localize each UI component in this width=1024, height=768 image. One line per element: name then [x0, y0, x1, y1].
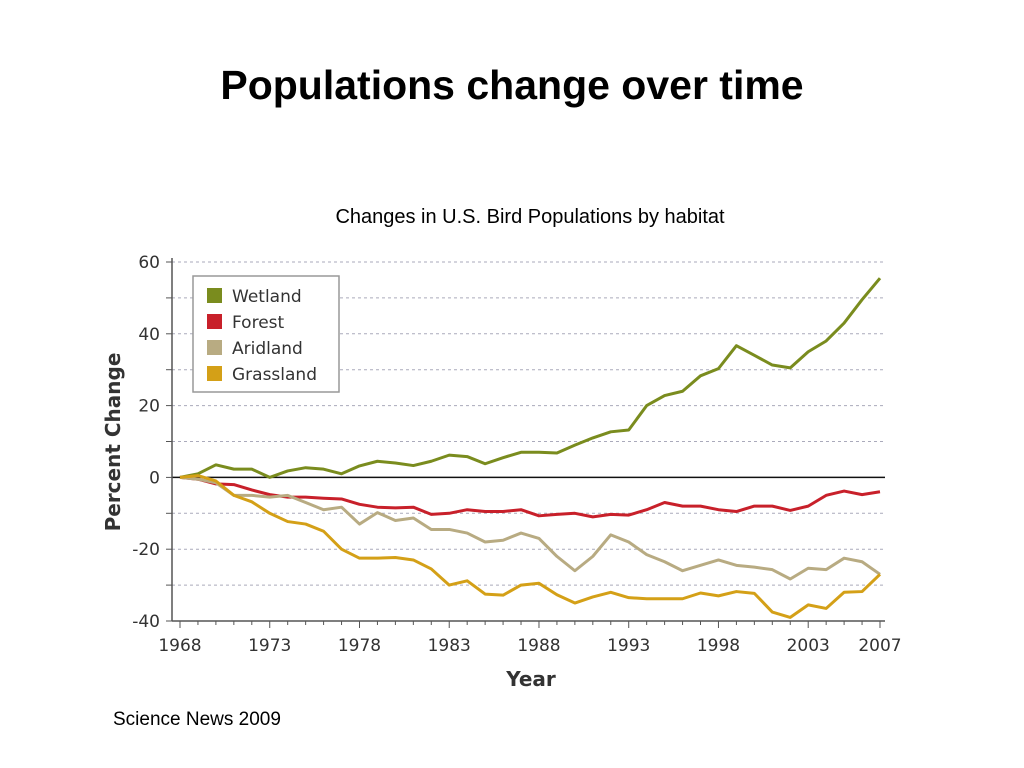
x-axis-label: Year [505, 667, 556, 691]
x-tick-label: 2003 [787, 636, 830, 656]
y-tick-label: 20 [138, 397, 160, 417]
series-line-wetland [179, 277, 882, 479]
y-tick-label: -20 [132, 540, 160, 560]
legend-swatch-aridland [207, 340, 222, 355]
legend-swatch-forest [207, 314, 222, 329]
y-tick-label: 40 [138, 325, 160, 345]
x-tick-label: 1983 [428, 636, 471, 656]
x-tick-label: 1998 [697, 636, 740, 656]
x-tick-label: 1993 [607, 636, 650, 656]
chart-subtitle: Changes in U.S. Bird Populations by habi… [335, 206, 725, 228]
series-line-forest [179, 475, 881, 519]
x-tick-label: 1973 [248, 636, 291, 656]
y-axis-label: Percent Change [101, 353, 125, 532]
x-tick-label: 1978 [338, 636, 381, 656]
y-tick-label: 0 [149, 468, 160, 488]
legend-label-grassland: Grassland [232, 365, 317, 385]
legend-label-aridland: Aridland [232, 339, 303, 359]
legend-label-forest: Forest [232, 313, 285, 333]
source-credit: Science News 2009 [113, 709, 281, 730]
x-tick-label: 2007 [858, 636, 901, 656]
slide-title: Populations change over time [220, 62, 804, 108]
series-line-aridland [179, 475, 881, 581]
legend-swatch-grassland [207, 366, 222, 381]
y-tick-label: -40 [132, 612, 160, 632]
x-tick-label: 1988 [517, 636, 560, 656]
legend-label-wetland: Wetland [232, 287, 302, 307]
y-tick-label: 60 [138, 253, 160, 273]
x-tick-label: 1968 [158, 636, 201, 656]
legend-swatch-wetland [207, 288, 222, 303]
legend: Wetland Forest Aridland Grassland [192, 275, 340, 393]
series-line-grassland [179, 474, 882, 619]
